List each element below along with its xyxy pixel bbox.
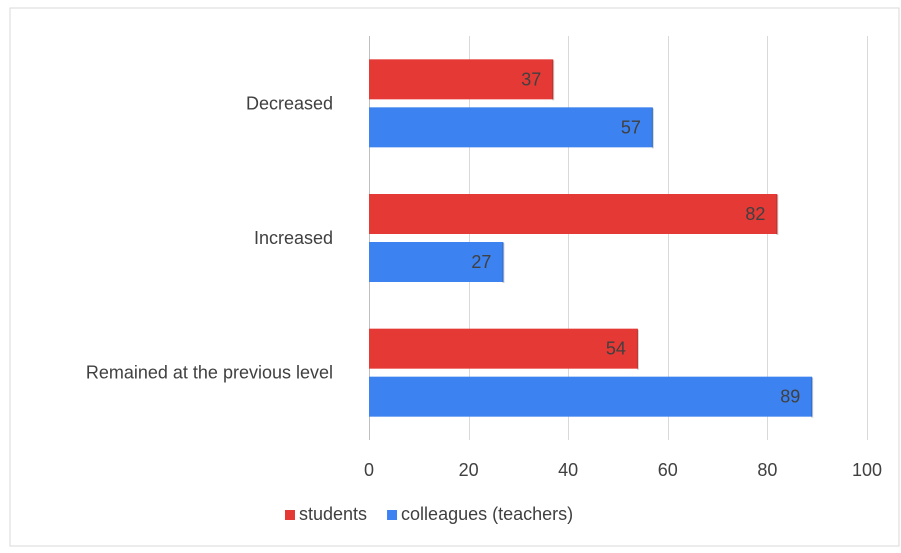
bars: [369, 59, 814, 418]
category-label-decreased: Decreased: [246, 93, 333, 113]
data-labels: 37 57 82 27 54 89: [471, 69, 800, 406]
bar-colleagues-teachers-remained-at-the-previous-level: [369, 376, 813, 417]
bar-shadow-colleagues-teachers-decreased: [651, 108, 654, 149]
category-label-increased: Increased: [254, 228, 333, 248]
data-label-colleagues-teachers-decreased: 57: [621, 117, 641, 137]
x-tick-label-60: 60: [658, 460, 678, 480]
bar-students-decreased: [369, 59, 554, 100]
gridlines: [369, 36, 868, 440]
bar-shadow-students-increased: [776, 195, 779, 235]
x-tick-label-20: 20: [459, 460, 479, 480]
x-tick-label-100: 100: [852, 460, 882, 480]
data-label-colleagues-teachers-increased: 27: [471, 252, 491, 272]
data-label-students-decreased: 37: [521, 69, 541, 89]
x-axis-tick-labels: 0 20 40 60 80 100: [364, 460, 882, 480]
bar-colleagues-teachers-increased: [369, 242, 504, 282]
data-label-colleagues-teachers-remained-at-the-previous-level: 89: [780, 387, 800, 407]
bar-shadow-students-decreased: [552, 60, 555, 101]
legend-swatch-colleagues-teachers: [387, 510, 398, 520]
data-label-students-remained-at-the-previous-level: 54: [606, 339, 626, 359]
bar-colleagues-teachers-decreased: [369, 107, 653, 148]
legend-label-colleagues-teachers: colleagues (teachers): [401, 504, 573, 524]
x-tick-label-80: 80: [757, 460, 777, 480]
legend-label-students: students: [299, 504, 367, 524]
bar-students-increased: [369, 194, 778, 234]
bar-shadow-colleagues-teachers-increased: [502, 243, 505, 283]
bar-shadow-colleagues-teachers-remained-at-the-previous-level: [811, 377, 814, 418]
category-labels: Decreased Increased Remained at the previo…: [86, 93, 333, 382]
legend-swatch-students: [285, 510, 295, 520]
x-tick-label-40: 40: [558, 460, 578, 480]
legend: students colleagues (teachers): [285, 504, 573, 524]
data-label-students-increased: 82: [745, 204, 765, 224]
bar-shadow-students-remained-at-the-previous-level: [636, 329, 639, 370]
x-tick-label-0: 0: [364, 460, 374, 480]
category-label-remained-at-the-previous-level: Remained at the previous level: [86, 363, 333, 383]
bar-students-remained-at-the-previous-level: [369, 328, 638, 369]
